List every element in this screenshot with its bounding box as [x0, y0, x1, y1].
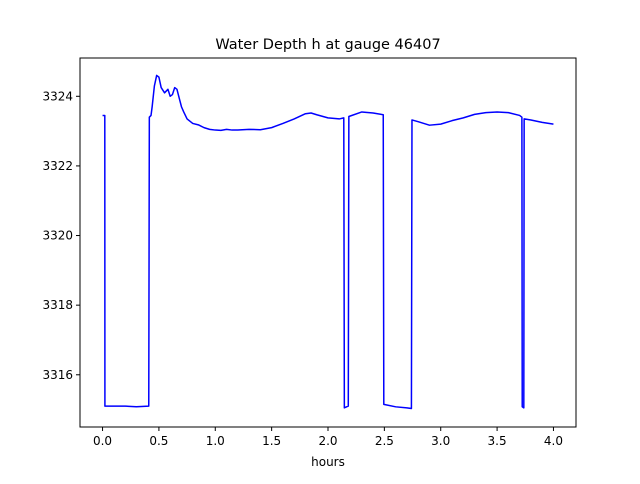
y-tick-label: 3316 — [42, 368, 73, 382]
x-tick-label: 2.0 — [318, 434, 337, 448]
x-tick-label: 1.0 — [206, 434, 225, 448]
plot-frame — [79, 57, 577, 428]
y-axis: 3316 3318 3320 3322 3324 — [42, 89, 80, 382]
x-tick-label: 0.5 — [149, 434, 168, 448]
y-tick-label: 3318 — [42, 298, 73, 312]
y-tick-label: 3322 — [42, 159, 73, 173]
x-tick-label: 4.0 — [544, 434, 563, 448]
x-tick-label: 3.5 — [488, 434, 507, 448]
chart-title: Water Depth h at gauge 46407 — [215, 37, 440, 53]
x-tick-label: 3.0 — [431, 434, 450, 448]
series-line-0 — [102, 74, 554, 410]
x-tick-label: 1.5 — [262, 434, 281, 448]
y-tick-label: 3324 — [42, 89, 73, 103]
plot-series — [102, 74, 554, 410]
x-axis: 0.0 0.5 1.0 1.5 2.0 2.5 3.0 3.5 4.0 — [93, 427, 563, 448]
x-axis-label: hours — [311, 455, 345, 469]
x-tick-label: 2.5 — [375, 434, 394, 448]
y-tick-label: 3320 — [42, 229, 73, 243]
x-tick-label: 0.0 — [93, 434, 112, 448]
